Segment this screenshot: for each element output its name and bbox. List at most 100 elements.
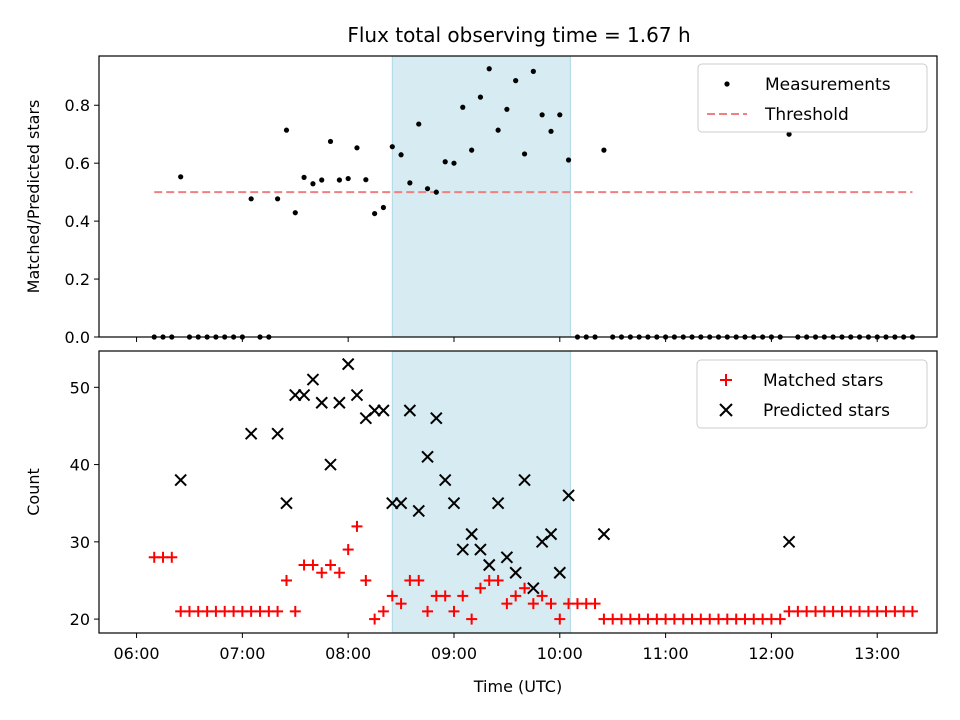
predicted-star-point [412,504,425,518]
predicted-star-points [174,357,796,595]
x-tick-label: 06:00 [114,644,160,663]
x-tick-label: 10:00 [537,644,583,663]
y-tick-label: 0.4 [65,212,90,231]
measurement-point [539,112,545,118]
bottom-panel-frame [98,350,938,634]
matched-star-point [280,574,292,586]
matched-star-point [774,613,786,625]
x-tick-label: 08:00 [325,644,371,663]
matched-star-point [333,567,345,579]
measurement-point [310,181,316,187]
predicted-star-point [544,527,558,541]
predicted-star-point [306,373,320,386]
predicted-star-point [350,388,364,402]
predicted-star-point [289,388,302,402]
bottom-panel: 20 30 40 50 06:00 07:00 08:00 09:00 10:00 11:00 1… [24,350,938,696]
x-tick-label: 09:00 [431,644,477,663]
measurement-point [398,152,404,158]
measurement-point [248,196,254,202]
legend-matched-marker [720,374,732,386]
matched-star-point [386,590,398,602]
predicted-star-point [527,581,540,595]
predicted-star-point [518,473,531,487]
matched-star-point [492,574,504,586]
top-panel: 0.00.20.40.60.8 Matched/Predicted stars … [24,55,938,347]
measurement-point [442,159,448,165]
predicted-star-point [368,404,381,417]
predicted-star-point [447,496,461,510]
predicted-star-point [280,496,293,510]
matched-star-point [474,582,486,594]
y-tick-label: 40 [70,456,90,475]
predicted-star-point [456,543,469,556]
measurement-point [530,68,536,74]
predicted-star-point [500,551,514,564]
measurement-point [601,147,607,153]
y-tick-label: 0.8 [65,96,90,115]
measurement-point [345,175,351,182]
legend-predicted-stars: Predicted stars [763,401,890,421]
x-tick-label: 07:00 [219,644,265,663]
measurement-point [319,177,325,183]
x-tick-label: 13:00 [854,644,900,663]
matched-star-point [342,544,354,556]
x-axis-label: Time (UTC) [473,677,562,696]
top-x-ticks [136,337,878,342]
y-tick-label: 30 [70,533,90,552]
measurement-point [786,131,792,137]
y-tick-label: 20 [70,610,90,629]
top-legend: Measurements Threshold [697,63,928,133]
predicted-star-point [553,566,567,579]
predicted-star-point [403,404,417,417]
y-tick-label: 0.6 [65,154,90,173]
matched-star-point [272,605,284,617]
measurement-point [565,157,572,163]
matched-star-point [166,551,178,563]
measurement-point [354,145,360,151]
matched-star-point [510,590,522,602]
matched-star-point [519,582,531,594]
measurement-point [433,189,439,195]
predicted-star-point [474,543,487,556]
matched-star-point [369,613,381,625]
measurement-point [407,180,413,186]
predicted-star-point [438,473,452,487]
top-y-axis-label: Matched/Predicted stars [24,100,43,294]
measurement-point [389,144,395,150]
measurement-point [424,186,431,192]
predicted-star-point [491,496,505,510]
predicted-star-point [341,357,355,371]
measurement-point [521,151,528,157]
matched-star-points [148,520,918,625]
matched-star-point [554,613,566,625]
measurement-point [486,66,492,72]
measurement-point [380,204,387,211]
measurement-point [372,210,378,217]
matched-star-point [413,574,425,586]
measurement-point [504,106,510,112]
matched-star-point [439,590,451,602]
bottom-legend: Matched stars Predicted stars [696,359,928,429]
measurement-point [416,121,422,127]
legend-measurements: Measurements [765,75,891,95]
measurement-point [327,138,334,145]
measurement-point [477,94,484,100]
legend-predicted-marker [719,403,733,417]
matched-star-point [351,520,363,532]
predicted-star-point [174,473,187,487]
y-tick-label: 0.2 [65,270,90,289]
matched-star-point [307,559,319,571]
y-tick-label: 50 [70,378,90,397]
matched-star-point [527,598,539,610]
predicted-star-point [394,496,408,510]
legend-threshold: Threshold [764,105,849,125]
measurement-point [495,127,501,133]
matched-star-point [589,598,601,610]
matched-star-point [536,590,548,602]
matched-star-point [545,598,557,610]
measurement-point [548,128,554,134]
matched-star-point [395,598,407,610]
x-tick-label: 12:00 [748,644,794,663]
matched-star-point [906,605,918,617]
